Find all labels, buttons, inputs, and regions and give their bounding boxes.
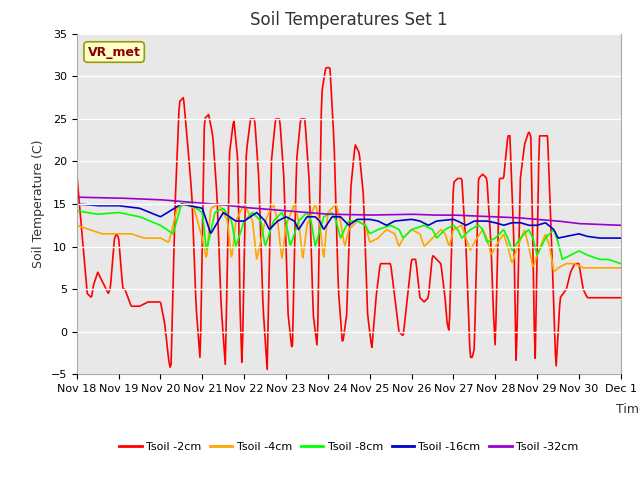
Tsoil -8cm xyxy=(617,261,625,266)
Tsoil -8cm xyxy=(337,235,344,241)
Tsoil -4cm xyxy=(550,269,558,275)
Tsoil -32cm xyxy=(73,194,81,200)
Tsoil -32cm xyxy=(291,209,299,215)
Tsoil -2cm xyxy=(292,182,300,188)
Tsoil -32cm xyxy=(102,195,109,201)
Tsoil -8cm xyxy=(73,208,81,214)
Tsoil -4cm xyxy=(588,265,596,271)
Tsoil -2cm xyxy=(73,171,81,177)
Tsoil -2cm xyxy=(263,367,271,372)
Tsoil -16cm xyxy=(264,224,272,230)
Tsoil -2cm xyxy=(323,65,330,71)
Tsoil -8cm xyxy=(588,253,595,259)
Title: Soil Temperatures Set 1: Soil Temperatures Set 1 xyxy=(250,11,447,29)
Tsoil -4cm xyxy=(264,212,272,218)
Y-axis label: Soil Temperature (C): Soil Temperature (C) xyxy=(32,140,45,268)
X-axis label: Time: Time xyxy=(616,403,640,416)
Tsoil -32cm xyxy=(243,204,250,210)
Line: Tsoil -16cm: Tsoil -16cm xyxy=(77,204,621,238)
Tsoil -8cm xyxy=(102,211,109,216)
Line: Tsoil -2cm: Tsoil -2cm xyxy=(77,68,621,370)
Tsoil -32cm xyxy=(264,206,272,212)
Tsoil -2cm xyxy=(337,326,345,332)
Tsoil -32cm xyxy=(617,222,625,228)
Tsoil -16cm xyxy=(336,214,344,220)
Tsoil -8cm xyxy=(178,201,186,207)
Tsoil -4cm xyxy=(332,201,340,207)
Tsoil -8cm xyxy=(265,232,273,238)
Tsoil -4cm xyxy=(337,218,344,224)
Tsoil -2cm xyxy=(102,285,109,291)
Tsoil -4cm xyxy=(617,265,625,271)
Tsoil -16cm xyxy=(243,217,250,223)
Tsoil -2cm xyxy=(617,295,625,300)
Tsoil -4cm xyxy=(102,231,109,237)
Tsoil -2cm xyxy=(265,282,273,288)
Tsoil -2cm xyxy=(243,154,250,160)
Tsoil -16cm xyxy=(73,201,81,207)
Tsoil -16cm xyxy=(291,219,299,225)
Tsoil -4cm xyxy=(291,204,299,210)
Tsoil -16cm xyxy=(617,235,625,241)
Line: Tsoil -32cm: Tsoil -32cm xyxy=(77,197,621,225)
Tsoil -8cm xyxy=(292,226,300,232)
Tsoil -32cm xyxy=(586,221,594,227)
Line: Tsoil -4cm: Tsoil -4cm xyxy=(77,204,621,272)
Tsoil -16cm xyxy=(597,235,605,241)
Tsoil -16cm xyxy=(586,234,594,240)
Legend: Tsoil -2cm, Tsoil -4cm, Tsoil -8cm, Tsoil -16cm, Tsoil -32cm: Tsoil -2cm, Tsoil -4cm, Tsoil -8cm, Tsoi… xyxy=(115,438,583,457)
Tsoil -2cm xyxy=(588,295,596,300)
Text: VR_met: VR_met xyxy=(88,46,141,59)
Tsoil -32cm xyxy=(336,212,344,217)
Tsoil -4cm xyxy=(73,222,81,228)
Tsoil -16cm xyxy=(102,203,109,209)
Tsoil -4cm xyxy=(243,205,250,211)
Line: Tsoil -8cm: Tsoil -8cm xyxy=(77,204,621,264)
Tsoil -8cm xyxy=(243,215,251,221)
